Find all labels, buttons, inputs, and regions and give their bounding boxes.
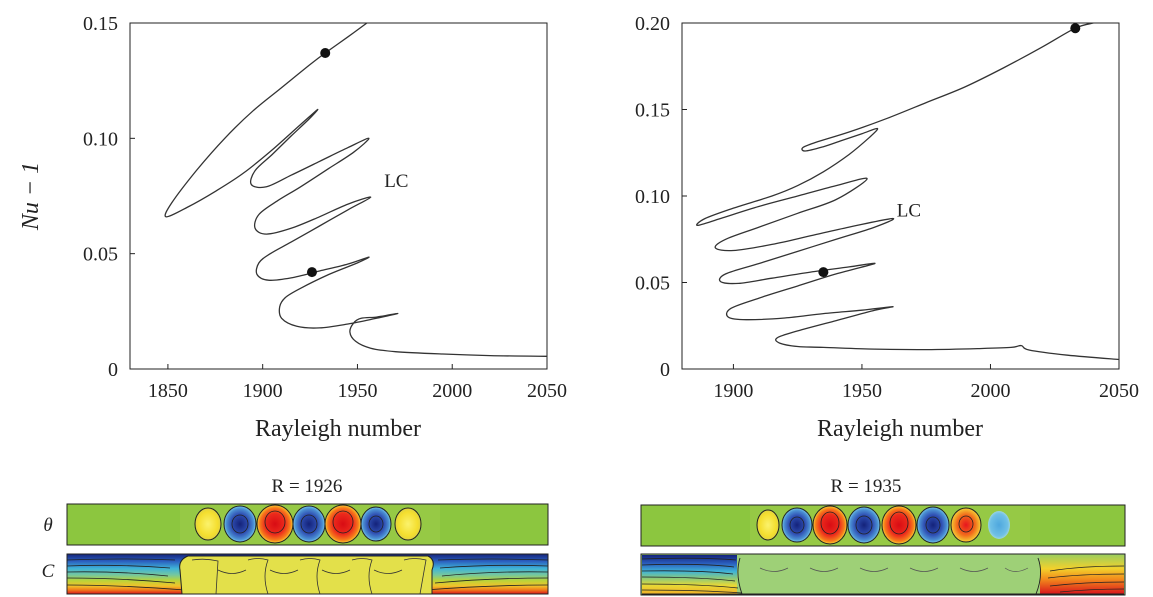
y-tick-label: 0.15: [635, 100, 670, 122]
y-tick-label: 0.10: [635, 186, 670, 208]
y-tick-label: 0.20: [635, 13, 670, 35]
x-tick-label: 2050: [1099, 380, 1139, 402]
field-title-right: R = 1935: [831, 476, 902, 497]
y-tick-label: 0: [660, 359, 670, 381]
theta-field-right: [640, 504, 1126, 547]
y-tick-label: 0.05: [635, 273, 670, 295]
ticks-right: 1900 1950 2000 2050 0 0.05 0.10 0.15 0.20: [635, 13, 1139, 402]
x-tick-label: 1900: [243, 380, 283, 402]
plot-frame-right: [681, 22, 1120, 370]
curve-left: [164, 23, 547, 357]
xlabel-right: Rayleigh number: [817, 416, 983, 442]
theta-field-left: [66, 503, 549, 546]
ylabel-left: Nu − 1: [18, 162, 44, 231]
field-title-left: R = 1926: [272, 476, 343, 497]
lc-annotation-left: LC: [384, 171, 408, 192]
y-tick-label: 0.15: [83, 13, 118, 35]
plot-frame-left: [129, 22, 548, 370]
state-marker: [306, 267, 317, 278]
markers-left: [306, 47, 331, 278]
curve-right: [696, 23, 1119, 361]
markers-right: [818, 23, 1081, 278]
chart-right: 1900 1950 2000 2050 0 0.05 0.10 0.15 0.20 LC Ray…: [635, 13, 1139, 442]
c-field-left: [66, 553, 549, 595]
y-tick-label: 0.05: [83, 244, 118, 266]
x-tick-label: 1850: [148, 380, 188, 402]
x-tick-label: 2000: [432, 380, 472, 402]
y-tick-label: 0.10: [83, 128, 118, 150]
c-field-right: [640, 553, 1126, 596]
y-tick-label: 0: [108, 359, 118, 381]
xlabel-left: Rayleigh number: [255, 416, 421, 442]
state-marker: [818, 267, 829, 278]
x-tick-label: 1950: [842, 380, 882, 402]
field-panel-left: R = 1926 θ C: [42, 476, 549, 595]
state-marker: [1070, 23, 1081, 34]
chart-left: 1850 1900 1950 2000 2050 0 0.05 0.10 0.15 LC Ray…: [18, 13, 567, 442]
x-tick-label: 1950: [337, 380, 377, 402]
theta-label-left: θ: [43, 515, 52, 536]
x-tick-label: 1900: [713, 380, 753, 402]
x-tick-label: 2050: [527, 380, 567, 402]
field-panel-right: R = 1935: [640, 476, 1126, 596]
x-tick-label: 2000: [970, 380, 1010, 402]
state-marker: [320, 47, 331, 58]
lc-annotation-right: LC: [897, 200, 921, 221]
c-label-left: C: [42, 561, 55, 582]
ticks-left: 1850 1900 1950 2000 2050 0 0.05 0.10 0.15: [83, 13, 567, 402]
